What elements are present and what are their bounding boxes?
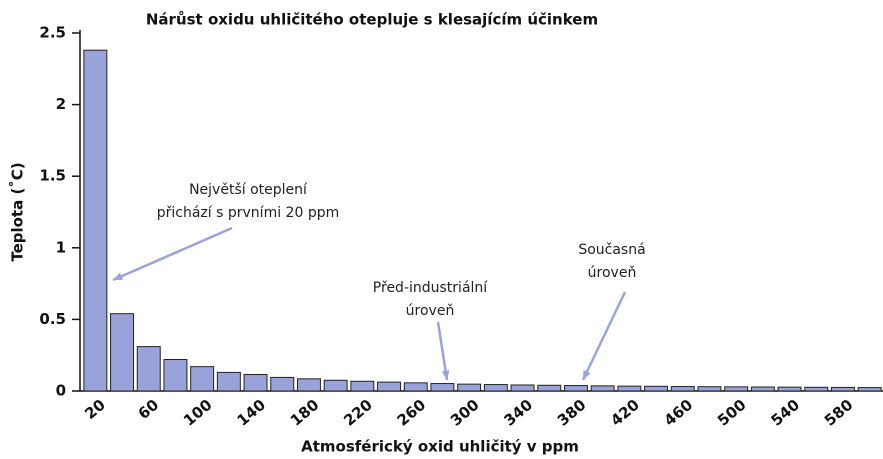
bar [590,385,615,392]
bar [270,376,295,392]
bar [617,385,642,392]
annotation: Největší oteplení [189,182,308,198]
x-tick-label: 220 [340,396,376,430]
bar [857,387,882,392]
bar [777,386,802,392]
x-tick-label: 140 [233,396,269,430]
x-tick-label: 420 [607,396,643,430]
x-tick-label: 500 [714,396,750,430]
x-tick-label: 180 [287,396,323,430]
x-tick-label: 60 [135,396,163,423]
bar [670,386,695,392]
bar [296,378,321,392]
y-tick-label: 1.5 [39,167,66,185]
x-tick-label: 540 [767,396,803,430]
bar [403,382,428,392]
annotation: úroveň [588,265,637,281]
bar [110,313,135,392]
bar [216,371,241,392]
x-tick-label: 460 [661,396,697,430]
bar [483,384,508,392]
arrow-head [441,370,450,380]
annotation-arrow [581,291,627,381]
bar [537,384,562,392]
bar [377,381,402,392]
annotation: přichází s prvními 20 ppm [157,205,339,221]
bar [750,386,775,392]
x-axis-title: Atmosférický oxid uhličitý v ppm [301,438,579,456]
x-tick-label: 300 [447,396,483,430]
bar [644,385,669,392]
y-axis-title: Teplota (˚C) [9,162,27,261]
x-tick-label: 380 [554,396,590,430]
bar [697,386,722,392]
annotation-arrow [112,226,233,282]
x-tick-label: 260 [394,396,430,430]
y-tick-label: 2.5 [39,24,66,42]
bar [457,383,482,392]
bar [163,358,188,392]
annotation: Současná [578,242,645,258]
bar [563,385,588,392]
bar [724,386,749,392]
arrow-head [113,272,123,280]
chart-title: Nárůst oxidu uhličitého otepluje s klesa… [146,11,598,29]
x-tick-label: 20 [81,396,109,423]
x-tick-label: 340 [500,396,536,430]
arrow-head [583,370,591,380]
bar [190,366,215,392]
x-tick-label: 580 [821,396,857,430]
bar [243,374,268,392]
bar [323,379,348,392]
bar [510,384,535,392]
bar [430,383,455,392]
bar [136,346,161,392]
annotation-arrow [436,321,449,381]
y-tick-label: 0.5 [39,310,66,328]
y-tick-label: 0 [56,382,66,400]
y-tick-label: 2 [56,95,66,113]
annotation: Před-industriální [373,280,488,296]
y-tick-label: 1 [56,238,66,256]
bar [830,386,855,392]
bar [804,386,829,392]
bar [83,49,108,392]
bar [350,380,375,392]
x-tick-label: 100 [180,396,216,430]
annotation: úroveň [406,303,455,319]
